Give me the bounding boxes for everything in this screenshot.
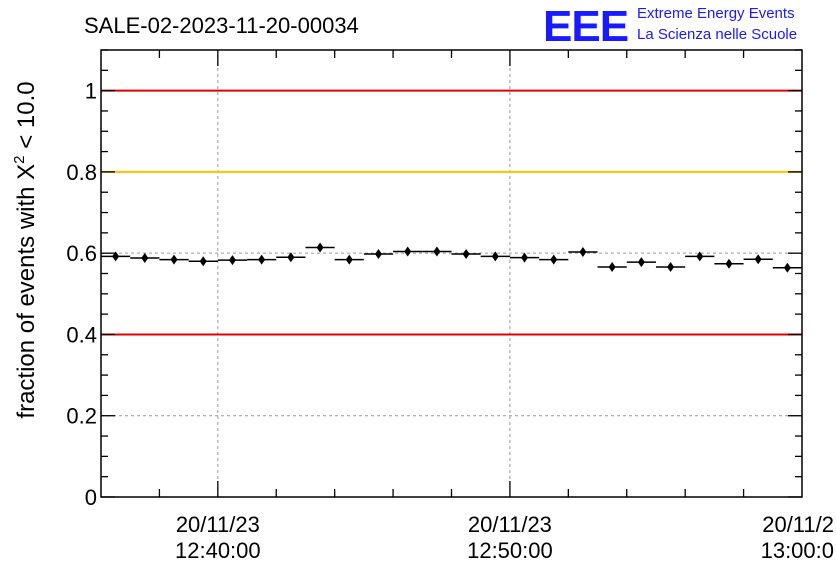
point-marker — [521, 252, 529, 263]
x-tick-date-label: 20/11/2 — [762, 512, 834, 537]
point-marker — [637, 257, 645, 268]
y-tick-label: 1 — [85, 79, 97, 104]
plot-frame — [100, 49, 803, 498]
data-point — [568, 246, 598, 257]
point-marker — [316, 242, 324, 253]
y-tick-label: 0.2 — [66, 404, 97, 429]
data-point — [393, 246, 423, 257]
logo-letters: EEE — [543, 2, 628, 51]
point-marker — [374, 248, 382, 259]
point-marker — [404, 246, 412, 257]
data-point — [363, 248, 394, 259]
data-point — [217, 255, 248, 266]
y-tick-label: 0.4 — [66, 322, 97, 347]
x-tick-date-label: 20/11/23 — [176, 512, 260, 537]
point-marker — [579, 246, 587, 257]
data-point — [597, 261, 627, 272]
x-tick-time-label: 12:40:00 — [175, 538, 261, 563]
data-point — [188, 256, 218, 267]
point-marker — [228, 255, 236, 266]
point-marker — [141, 253, 149, 264]
point-marker — [170, 254, 178, 265]
logo-tagline-line2: La Scienza nelle Scuole — [637, 26, 797, 43]
x-tick-date-label: 20/11/23 — [468, 512, 552, 537]
data-point — [655, 261, 686, 272]
data-point — [772, 262, 802, 273]
data-point — [334, 254, 364, 265]
data-point — [305, 242, 335, 253]
x-tick-labels: 20/11/2312:40:0020/11/2312:50:0020/11/21… — [175, 512, 834, 563]
y-tick-labels: 0 0.2 0.4 0.6 0.8 1 — [66, 79, 97, 510]
point-marker — [696, 251, 704, 262]
point-marker — [199, 256, 207, 267]
data-point — [101, 251, 131, 262]
point-marker — [462, 248, 470, 259]
data-point — [422, 246, 452, 257]
data-point — [451, 248, 481, 259]
data-point — [130, 253, 160, 264]
point-marker — [433, 246, 441, 257]
data-point — [480, 251, 510, 262]
data-point — [626, 257, 656, 268]
y-axis-title-symbol: X — [13, 164, 40, 180]
point-marker — [287, 252, 295, 263]
data-point — [714, 258, 744, 269]
point-marker — [345, 254, 353, 265]
y-tick-label: 0 — [85, 485, 97, 510]
y-tick-label: 0.8 — [66, 160, 97, 185]
data-point — [247, 254, 277, 265]
y-axis-title-prefix: fraction of events with — [13, 180, 40, 419]
x-tick-time-label: 12:50:00 — [467, 538, 553, 563]
y-axis-title-superscript: 2 — [11, 155, 28, 163]
threshold-lines — [101, 89, 802, 336]
data-points — [101, 242, 802, 273]
point-marker — [258, 254, 266, 265]
point-marker — [667, 261, 675, 272]
data-point — [539, 254, 569, 265]
y-axis-title-suffix: < 10.0 — [13, 81, 40, 155]
point-marker — [491, 251, 499, 262]
data-point — [685, 251, 715, 262]
chart-title: SALE-02-2023-11-20-00034 — [84, 13, 359, 38]
axes — [100, 49, 803, 498]
grid — [101, 50, 802, 497]
point-marker — [754, 254, 762, 265]
data-point — [743, 254, 773, 265]
y-axis-title: fraction of events with X2 < 10.0 — [11, 81, 40, 418]
point-marker — [725, 258, 733, 269]
data-point — [159, 254, 189, 265]
data-point — [509, 252, 540, 263]
x-tick-time-label: 13:00:0 — [761, 538, 834, 563]
point-marker — [112, 251, 120, 262]
data-point — [276, 252, 306, 263]
point-marker — [550, 254, 558, 265]
y-tick-label: 0.6 — [66, 241, 97, 266]
point-marker — [783, 262, 791, 273]
point-marker — [608, 261, 616, 272]
logo-tagline-line1: Extreme Energy Events — [637, 5, 795, 22]
eee-logo: EEE Extreme Energy Events La Scienza nel… — [543, 2, 797, 51]
